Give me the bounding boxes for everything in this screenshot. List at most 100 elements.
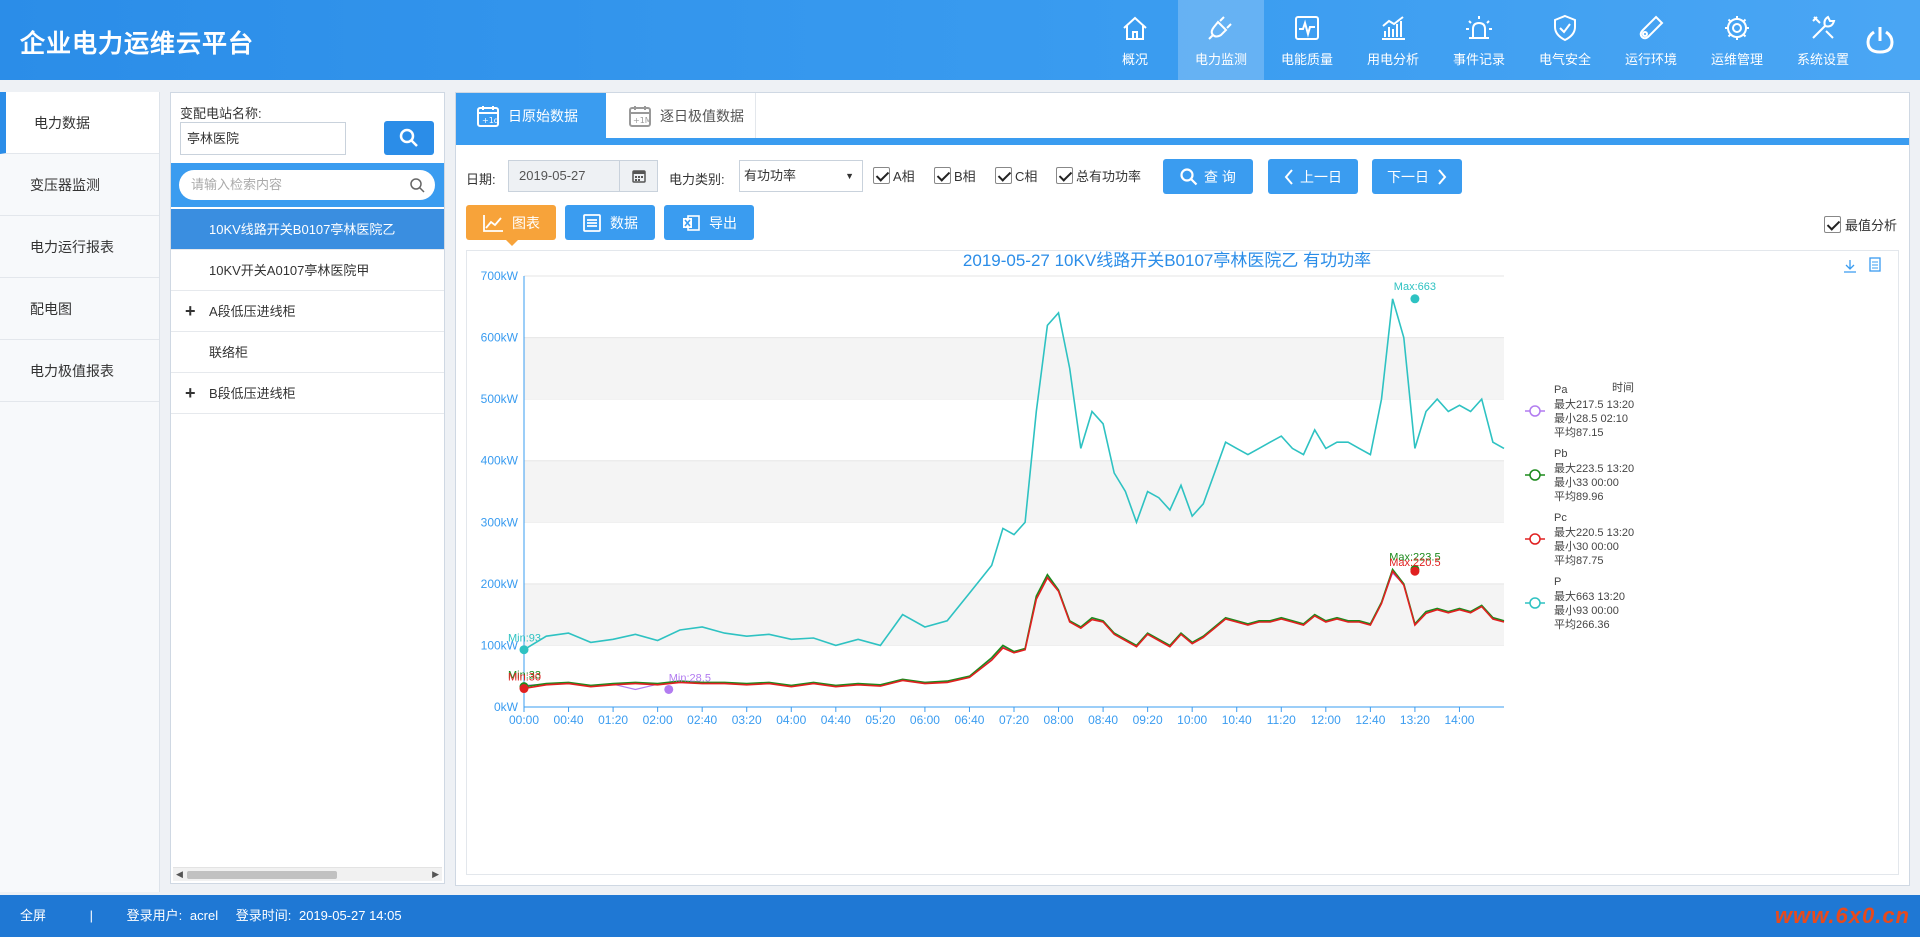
date-value: 2019-05-27	[519, 168, 586, 183]
sidebar-item-transformer[interactable]: 变压器监测	[0, 154, 159, 216]
checkbox-total-power[interactable]: 总有功功率	[1056, 166, 1141, 185]
sidebar: 电力数据 变压器监测 电力运行报表 配电图 电力极值报表	[0, 92, 160, 892]
y-tick-label: 700kW	[481, 269, 519, 283]
tab-daily-extremum[interactable]: +1M 逐日极值数据	[606, 93, 756, 138]
download-icon	[1844, 260, 1856, 273]
sidebar-item-distribution-diagram[interactable]: 配电图	[0, 278, 159, 340]
tree-filter-input[interactable]: 请输入检索内容	[179, 170, 435, 200]
legend-name: Pa	[1554, 384, 1568, 396]
excel-icon	[683, 214, 700, 231]
top-bar: 企业电力运维云平台 概况 电力监测 电能质量 用电分析 事件记录 电气安全 运行…	[0, 0, 1920, 80]
nav-label: 运维管理	[1710, 51, 1763, 67]
nav-item-maintenance[interactable]: 运维管理	[1694, 0, 1780, 80]
nav-label: 运行环境	[1624, 51, 1677, 67]
checkbox-phase-a[interactable]: A相	[873, 166, 915, 185]
checkbox-checked-icon[interactable]	[934, 167, 951, 184]
next-day-button[interactable]: 下一日	[1372, 159, 1462, 194]
min-marker	[664, 684, 674, 694]
x-tick-label: 08:00	[1044, 713, 1074, 727]
nav-item-overview[interactable]: 概况	[1092, 0, 1178, 80]
power-icon[interactable]	[1862, 22, 1898, 58]
max-label: Max:220.5	[1389, 557, 1440, 569]
tree-node-label: 10KV线路开关B0107亭林医院乙	[209, 222, 396, 237]
view-switch-bar: 图表 数据 导出 最值分析	[456, 205, 1909, 246]
scroll-right-icon[interactable]: ▶	[432, 869, 439, 879]
sidebar-item-extremum-report[interactable]: 电力极值报表	[0, 340, 159, 402]
nav-item-power-monitoring[interactable]: 电力监测	[1178, 0, 1264, 80]
fullscreen-link[interactable]: 全屏	[20, 908, 47, 923]
checkbox-checked-icon[interactable]	[873, 167, 890, 184]
nav-item-usage-analysis[interactable]: 用电分析	[1350, 0, 1436, 80]
tree-horizontal-scrollbar[interactable]: ◀ ▶	[173, 867, 442, 881]
filter-placeholder: 请输入检索内容	[191, 177, 283, 192]
power-chart-svg: 0kW 100kW 200kW 300kW 400kW 500kW 600kW 700kW 00…	[481, 251, 1881, 727]
expand-icon[interactable]: +	[185, 301, 196, 321]
series-line-p	[523, 298, 1505, 651]
legend-name: Pb	[1554, 448, 1567, 460]
series-line-pc	[523, 569, 1505, 690]
x-tick-label: 10:40	[1222, 713, 1252, 727]
station-search-button[interactable]	[384, 121, 434, 155]
expand-icon[interactable]: +	[185, 383, 196, 403]
checkbox-label: 最值分析	[1844, 218, 1897, 233]
checkbox-phase-c[interactable]: C相	[995, 166, 1037, 185]
pulse-icon	[1295, 15, 1319, 40]
chart-title: 2019-05-27 10KV线路开关B0107亭林医院乙 有功功率	[963, 251, 1371, 270]
data-view-icon	[1869, 257, 1881, 272]
legend-stat: 最大223.5 13:20	[1554, 461, 1634, 475]
legend-marker	[1529, 405, 1541, 417]
checkbox-checked-icon[interactable]	[1823, 216, 1841, 233]
chart-view-button[interactable]: 图表	[466, 205, 556, 246]
data-view-button[interactable]: 数据	[565, 205, 655, 240]
calendar-icon[interactable]	[619, 161, 657, 191]
tree-node-label: B段低压进线柜	[209, 386, 296, 401]
tree-node[interactable]: 10KV线路开关B0107亭林医院乙	[171, 209, 444, 250]
tab-daily-raw[interactable]: +1d 日原始数据	[456, 93, 606, 138]
nav-item-environment[interactable]: 运行环境	[1608, 0, 1694, 80]
tree-node[interactable]: 联络柜	[171, 332, 444, 373]
station-input[interactable]: 亭林医院	[180, 122, 346, 155]
nav-label: 事件记录	[1452, 51, 1505, 67]
scroll-left-icon[interactable]: ◀	[176, 869, 183, 879]
max-label: Max:663	[1394, 281, 1436, 293]
prev-day-button[interactable]: 上一日	[1268, 159, 1358, 194]
scrollbar-thumb[interactable]	[187, 871, 337, 879]
tree-node[interactable]: + A段低压进线柜	[171, 291, 444, 332]
main-panel: +1d 日原始数据 +1M 逐日极值数据 日期: 2019-05-27 电力类别…	[455, 92, 1910, 886]
checkbox-label: B相	[954, 169, 976, 184]
legend-stat: 平均266.36	[1554, 618, 1610, 631]
query-button[interactable]: 查 询	[1163, 159, 1253, 194]
date-input[interactable]: 2019-05-27	[508, 160, 658, 192]
min-label: Min:30	[508, 672, 541, 684]
button-label: 数据	[610, 214, 638, 231]
sidebar-item-run-report[interactable]: 电力运行报表	[0, 216, 159, 278]
checkbox-phase-b[interactable]: B相	[934, 166, 976, 185]
sidebar-item-power-data[interactable]: 电力数据	[0, 92, 159, 154]
query-toolbar: 日期: 2019-05-27 电力类别: 有功功率 ▼ A相 B相 C相 总有功…	[456, 159, 1909, 195]
login-user-label: 登录用户:	[126, 908, 183, 923]
y-tick-label: 0kW	[494, 700, 519, 714]
tree-node-label: 联络柜	[209, 345, 249, 360]
tab-label: 逐日极值数据	[660, 107, 744, 124]
peak-analysis-checkbox[interactable]: 最值分析	[1823, 215, 1897, 234]
login-time-label: 登录时间:	[235, 908, 292, 923]
x-tick-label: 12:40	[1355, 713, 1385, 727]
nav-item-electrical-safety[interactable]: 电气安全	[1522, 0, 1608, 80]
nav-item-system-settings[interactable]: 系统设置	[1780, 0, 1866, 80]
data-tabs: +1d 日原始数据 +1M 逐日极值数据	[456, 93, 1909, 145]
legend-marker	[1529, 533, 1541, 545]
checkbox-checked-icon[interactable]	[995, 167, 1012, 184]
checkbox-checked-icon[interactable]	[1056, 167, 1073, 184]
power-type-select[interactable]: 有功功率 ▼	[739, 160, 863, 192]
plug-icon	[1208, 15, 1232, 40]
chevron-right-icon	[1438, 168, 1447, 185]
tree-node[interactable]: 10KV开关A0107亭林医院甲	[171, 250, 444, 291]
x-tick-label: 13:20	[1400, 713, 1430, 727]
nav-item-power-quality[interactable]: 电能质量	[1264, 0, 1350, 80]
button-label: 查 询	[1204, 168, 1236, 185]
tree-node[interactable]: + B段低压进线柜	[171, 373, 444, 414]
nav-item-event-log[interactable]: 事件记录	[1436, 0, 1522, 80]
export-button[interactable]: 导出	[664, 205, 754, 240]
chevron-left-icon	[1284, 168, 1293, 185]
legend-stat: 最小93 00:00	[1554, 604, 1619, 617]
